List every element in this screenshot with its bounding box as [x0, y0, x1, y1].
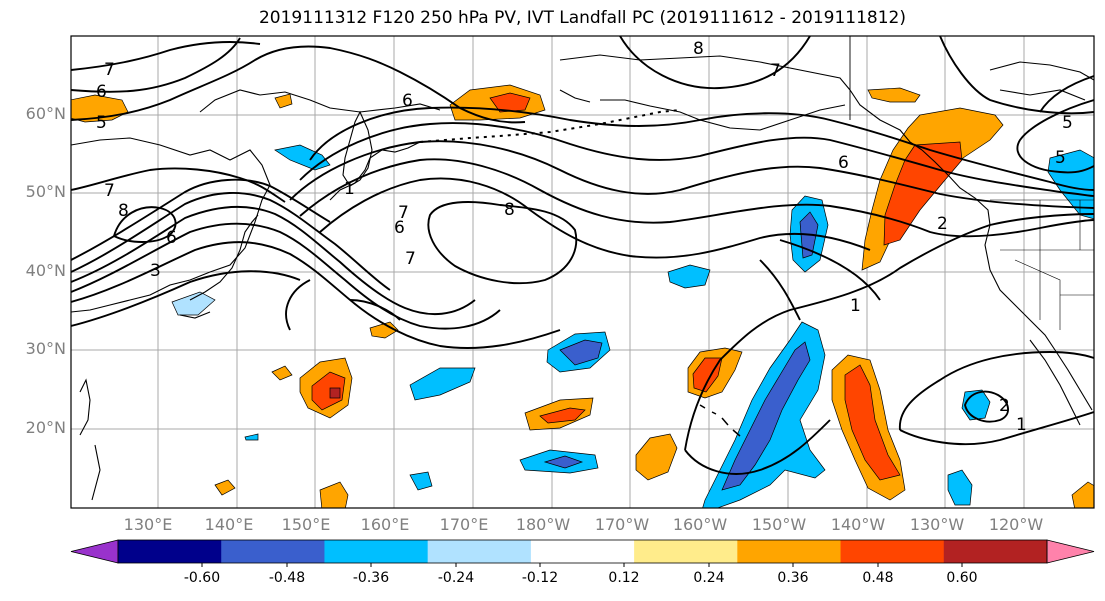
colorbar-segment	[118, 540, 222, 563]
colorbar-segment	[634, 540, 738, 563]
longitude-label: 140°E	[204, 515, 254, 534]
pv-contours	[71, 36, 1094, 475]
colorbar-segment	[324, 540, 429, 563]
colorbar-outline	[117, 539, 1048, 564]
colorbar-tick-label: -0.24	[437, 570, 475, 586]
pv-contour-labels: 7 6 5 7 8 6 3 8 7 6 7 1 8 7 6 5 5 2 1 2 …	[96, 39, 1073, 435]
colorbar-tick-label: 0.36	[777, 570, 809, 586]
longitude-label: 130°E	[123, 515, 173, 534]
contour-label: 1	[344, 179, 355, 199]
colorbar-segment	[737, 540, 842, 563]
latitude-label: 50°N	[25, 182, 66, 201]
contour-label: 7	[770, 61, 781, 81]
contour-label: 2	[937, 214, 948, 234]
contour-label: 6	[96, 82, 107, 102]
colorbar-tick-label: 0.48	[862, 570, 894, 586]
colorbar-segment	[221, 540, 325, 563]
contour-label: 6	[166, 228, 177, 248]
colorbar-tick-label: -0.12	[521, 570, 559, 586]
colorbar-tick-label: -0.60	[183, 570, 221, 586]
longitude-label: 120°W	[988, 515, 1044, 534]
contour-label: 7	[398, 203, 409, 223]
contour-label: 5	[96, 113, 107, 133]
contour-label: 8	[693, 39, 704, 59]
colorbar-segment	[943, 540, 1048, 563]
longitude-label: 130°W	[909, 515, 965, 534]
colorbar-segment	[427, 540, 532, 563]
colorbar-segment	[840, 540, 945, 563]
contour-label: 6	[402, 91, 413, 111]
colorbar-extend-low	[70, 539, 119, 564]
longitude-label: 160°E	[360, 515, 410, 534]
contour-label: 7	[405, 249, 416, 269]
colorbar	[70, 539, 1095, 567]
longitude-label: 170°E	[439, 515, 489, 534]
contour-label: 1	[1016, 415, 1027, 435]
contour-label: 8	[118, 201, 129, 221]
colorbar-segment	[530, 540, 635, 563]
colorbar-tick-label: -0.48	[268, 570, 306, 586]
colorbar-tick-label: 0.24	[693, 570, 725, 586]
contour-label: 3	[150, 261, 161, 281]
contour-label: 5	[1062, 113, 1073, 133]
contour-label: 6	[394, 218, 405, 238]
longitude-label: 150°E	[281, 515, 331, 534]
ivt-positive-shading	[71, 84, 1094, 508]
contour-label: 7	[104, 60, 115, 80]
contour-label: 1	[850, 296, 861, 316]
contour-label: 7	[104, 181, 115, 201]
longitude-label: 150°W	[751, 515, 807, 534]
coastlines	[71, 36, 1094, 501]
colorbar-extend-high	[1046, 539, 1095, 564]
longitude-label: 170°W	[594, 515, 650, 534]
contour-label: 2	[999, 396, 1010, 416]
map-title: 2019111312 F120 250 hPa PV, IVT Landfall…	[258, 8, 906, 28]
contour-label: 8	[504, 200, 515, 220]
map-frame	[70, 35, 1095, 509]
longitude-label: 160°W	[672, 515, 728, 534]
longitude-label: 180°W	[515, 515, 571, 534]
colorbar-tick-label: -0.36	[352, 570, 390, 586]
contour-label: 5	[1055, 148, 1066, 168]
latitude-label: 30°N	[25, 339, 66, 358]
latitude-label: 60°N	[25, 104, 66, 123]
colorbar-tick-label: 0.60	[946, 570, 978, 586]
colorbar-tick-label: 0.12	[608, 570, 640, 586]
longitude-label: 140°W	[830, 515, 886, 534]
latitude-label: 40°N	[25, 261, 66, 280]
contour-label: 6	[838, 153, 849, 173]
latitude-label: 20°N	[25, 418, 66, 437]
